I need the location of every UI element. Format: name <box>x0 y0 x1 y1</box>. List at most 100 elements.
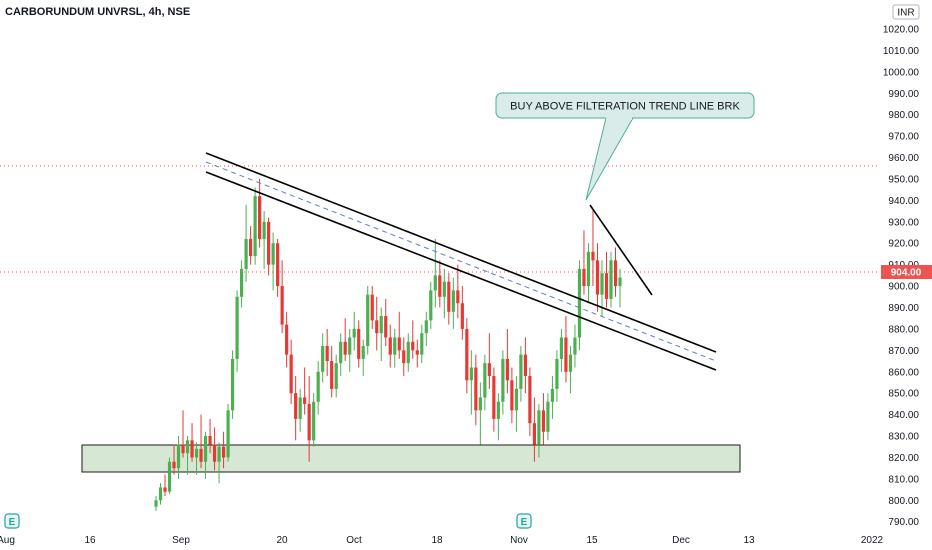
candle[interactable] <box>604 251 609 308</box>
candle[interactable] <box>348 328 352 372</box>
candle[interactable] <box>289 339 293 404</box>
candle[interactable] <box>172 444 176 475</box>
candle[interactable] <box>501 350 505 415</box>
candle[interactable] <box>163 474 167 497</box>
candle[interactable] <box>262 211 266 269</box>
candle[interactable] <box>181 410 185 458</box>
candle[interactable] <box>582 230 586 295</box>
candle[interactable] <box>591 208 595 287</box>
candle[interactable] <box>226 403 230 462</box>
candle[interactable] <box>474 354 478 426</box>
candle[interactable] <box>541 393 546 445</box>
candle[interactable] <box>244 204 248 282</box>
candle[interactable] <box>447 273 451 325</box>
candle[interactable] <box>559 328 564 372</box>
candle[interactable] <box>325 328 329 377</box>
candle[interactable] <box>411 320 415 359</box>
candle[interactable] <box>568 346 573 394</box>
candle[interactable] <box>510 367 514 424</box>
candle[interactable] <box>253 187 257 265</box>
candle[interactable] <box>267 217 271 276</box>
candle[interactable] <box>330 346 334 398</box>
candle[interactable] <box>370 286 374 329</box>
event-icon-2[interactable]: E <box>516 513 532 529</box>
candle[interactable] <box>460 286 464 340</box>
event-icon-1[interactable]: E <box>4 513 20 529</box>
candle[interactable] <box>393 328 397 368</box>
short-trend-line[interactable] <box>589 204 653 296</box>
candle[interactable] <box>537 403 541 458</box>
upper-channel-line[interactable] <box>205 152 717 353</box>
candle[interactable] <box>577 260 582 351</box>
candle[interactable] <box>438 260 442 308</box>
support-zone[interactable] <box>81 444 741 473</box>
candle[interactable] <box>519 346 523 402</box>
candle[interactable] <box>451 277 455 329</box>
candle[interactable] <box>406 333 410 372</box>
candle[interactable] <box>388 324 392 368</box>
candle[interactable] <box>564 316 568 383</box>
candle[interactable] <box>271 232 275 291</box>
candle[interactable] <box>357 320 361 368</box>
earnings-icon[interactable] <box>516 513 532 529</box>
candle[interactable] <box>505 328 509 394</box>
candle[interactable] <box>230 350 235 419</box>
candle[interactable] <box>190 423 194 462</box>
candle[interactable] <box>194 442 199 475</box>
candle[interactable] <box>249 226 253 265</box>
candle[interactable] <box>221 431 226 469</box>
candle[interactable] <box>442 268 446 319</box>
candle[interactable] <box>316 361 320 415</box>
candle[interactable] <box>303 367 307 415</box>
candle[interactable] <box>199 414 203 469</box>
candle[interactable] <box>276 238 280 297</box>
candle[interactable] <box>618 268 622 308</box>
candle[interactable] <box>312 393 316 447</box>
candle[interactable] <box>487 333 491 389</box>
candle[interactable] <box>573 324 577 368</box>
earnings-icon[interactable] <box>4 513 20 529</box>
candle[interactable] <box>609 251 613 308</box>
candle[interactable] <box>361 339 365 377</box>
candle[interactable] <box>483 354 487 411</box>
currency-badge[interactable] <box>892 4 920 20</box>
candle[interactable] <box>550 376 555 419</box>
candle[interactable] <box>465 318 469 394</box>
candle[interactable] <box>402 337 406 377</box>
candle[interactable] <box>397 311 401 359</box>
candle[interactable] <box>185 436 190 475</box>
candle[interactable] <box>429 281 433 329</box>
candle[interactable] <box>424 311 428 347</box>
time-axis[interactable]: Aug 16 Sep 20 Oct 18 Nov 15 Dec 13 2022 <box>0 535 884 546</box>
candle[interactable] <box>595 243 600 312</box>
candle[interactable] <box>546 393 550 441</box>
candle[interactable] <box>456 264 460 319</box>
candle[interactable] <box>217 442 221 484</box>
candle[interactable] <box>415 339 419 368</box>
candle[interactable] <box>167 457 172 494</box>
candle[interactable] <box>586 243 591 304</box>
candle[interactable] <box>613 247 618 297</box>
candle[interactable] <box>532 397 537 462</box>
candle[interactable] <box>514 376 518 432</box>
candle[interactable] <box>469 350 473 415</box>
candle[interactable] <box>158 483 163 505</box>
candle[interactable] <box>258 178 262 248</box>
candle[interactable] <box>420 324 424 364</box>
channel-midline[interactable] <box>205 161 717 362</box>
candle[interactable] <box>203 431 208 479</box>
candle[interactable] <box>384 298 388 347</box>
candle[interactable] <box>176 436 181 479</box>
candle[interactable] <box>334 354 338 398</box>
candle[interactable] <box>298 388 302 432</box>
candle[interactable] <box>294 376 298 441</box>
candle[interactable] <box>375 296 379 351</box>
candle[interactable] <box>235 290 239 372</box>
candle[interactable] <box>212 427 217 471</box>
candle[interactable] <box>321 333 325 383</box>
candle[interactable] <box>492 367 496 432</box>
candle[interactable] <box>379 307 383 362</box>
candle[interactable] <box>239 260 244 308</box>
candle[interactable] <box>208 418 212 454</box>
